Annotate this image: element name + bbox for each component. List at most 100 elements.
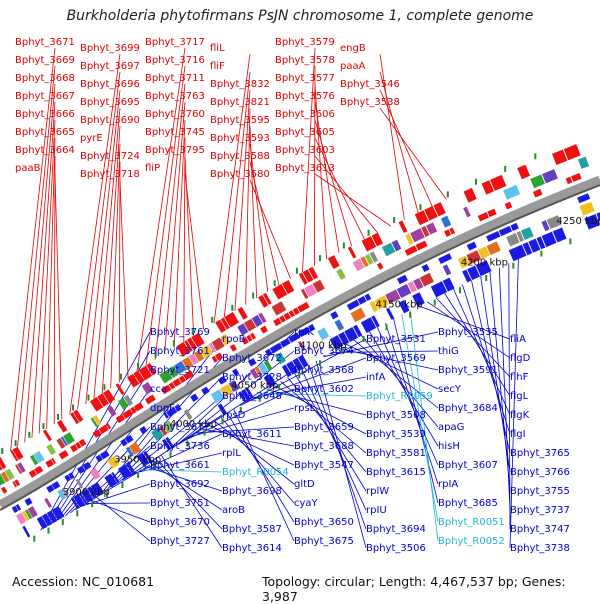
gene-label: rpIU: [366, 505, 387, 516]
gene-feature: [350, 308, 365, 322]
gene-feature: [190, 394, 198, 402]
gene-feature: [579, 202, 594, 216]
gene-label: Bphyt_3665: [15, 127, 75, 138]
leader-line: [120, 180, 128, 377]
gene-label: Bphyt_3595: [210, 115, 270, 126]
tick-mark: [137, 363, 139, 369]
gene-label: rplW: [366, 486, 389, 497]
gene-label: Bphyt_3538: [340, 97, 400, 108]
gene-label: Bphyt_3737: [510, 505, 570, 516]
gene-label: Bphyt_3727: [150, 536, 210, 547]
tick-mark: [1, 448, 3, 454]
leader-line: [54, 156, 55, 424]
tick-mark: [72, 404, 74, 410]
leader-line: [111, 144, 120, 388]
gene-label: Bphyt_3718: [80, 169, 140, 180]
accession-label: Accession:: [12, 574, 78, 589]
gene-feature: [443, 264, 452, 275]
tick-mark: [57, 414, 59, 420]
gene-label: Bphyt_3738: [510, 543, 570, 554]
gene-label: fliA: [510, 334, 526, 345]
gene-label: Bphyt_3711: [145, 73, 205, 84]
gene-feature: [564, 144, 581, 160]
leader-line: [47, 138, 55, 429]
gene-label: Bphyt_3539: [366, 429, 426, 440]
tick-mark: [91, 501, 93, 507]
gene-feature: [272, 301, 287, 315]
gene-label: Bphyt_3769: [150, 327, 210, 338]
tick-mark: [170, 451, 172, 457]
gene-label: rpsL: [294, 403, 316, 414]
gene-feature: [463, 207, 471, 218]
gene-feature: [139, 426, 147, 434]
gene-label: flgI: [510, 429, 526, 440]
gene-feature: [358, 296, 367, 305]
gene-feature: [422, 264, 430, 272]
gene-label: Bphyt_3613: [275, 163, 335, 174]
gene-label: flgD: [510, 353, 531, 364]
gene-label: fliP: [145, 163, 160, 174]
gene-label: Bphyt_3588: [210, 151, 270, 162]
gene-feature: [90, 468, 101, 480]
tick-mark: [319, 255, 321, 261]
leader-line: [250, 180, 291, 279]
leader-line: [55, 174, 62, 419]
gene-feature: [464, 188, 477, 203]
tick-mark: [447, 191, 449, 197]
gene-label: Bphyt_3832: [210, 79, 270, 90]
gene-label: secY: [438, 384, 462, 395]
gene-label: Bphyt_3697: [80, 61, 140, 72]
tick-mark: [368, 230, 370, 236]
gene-label: Bphyt_3765: [510, 448, 570, 459]
gene-label: aroB: [222, 505, 245, 516]
gene-feature: [377, 262, 383, 269]
tick-mark: [459, 287, 461, 293]
gene-feature: [297, 302, 309, 312]
gene-label: Bphyt_3576: [275, 91, 335, 102]
gene-feature: [330, 311, 338, 319]
gene-label: Bphyt_3690: [80, 115, 140, 126]
gene-feature: [487, 209, 496, 218]
gene-label: Bphyt_3587: [222, 524, 282, 535]
gene-feature: [542, 169, 558, 183]
gene-feature: [467, 242, 477, 251]
leader-line: [185, 174, 204, 330]
gene-label: flgK: [510, 410, 530, 421]
gene-label: Bphyt_3688: [294, 441, 354, 452]
leader-line: [315, 120, 352, 246]
gene-label: Bphyt_3694: [366, 524, 426, 535]
gene-feature: [571, 173, 581, 182]
tick-mark: [211, 317, 213, 323]
leader-line: [380, 108, 446, 199]
gene-feature: [46, 444, 56, 455]
gene-label: Bphyt_R0054: [222, 467, 289, 478]
gene-label: Bphyt_3535: [438, 327, 498, 338]
gene-label: Bphyt_R0052: [438, 536, 505, 547]
gene-feature: [44, 498, 52, 508]
gene-feature: [336, 268, 346, 279]
gene-feature: [530, 174, 545, 188]
gene-label: gltD: [294, 479, 315, 490]
gene-label: Bphyt_3761: [150, 346, 210, 357]
gene-label: Bphyt_3591: [438, 365, 498, 376]
tick-mark: [15, 440, 17, 446]
gene-label: flhF: [510, 372, 529, 383]
tick-mark: [87, 395, 89, 401]
gene-label: Bphyt_3766: [510, 467, 570, 478]
gene-label: Bphyt_3716: [145, 55, 205, 66]
tick-mark: [393, 217, 395, 223]
gene-label: Bphyt_3578: [275, 55, 335, 66]
gene-label: Bphyt_3760: [145, 109, 205, 120]
gene-label: rplL: [222, 448, 241, 459]
gene-label: thiG: [438, 346, 459, 357]
gene-label: Bphyt_3717: [145, 37, 205, 48]
gene-label: Bphyt_3721: [150, 365, 210, 376]
gene-feature: [348, 246, 356, 258]
gene-feature: [503, 185, 520, 200]
gene-label: Bphyt_3581: [366, 448, 426, 459]
gene-label: Bphyt_3508: [366, 410, 426, 421]
tick-mark: [231, 305, 233, 311]
accession-line: Accession: NC_010681: [12, 574, 154, 589]
gene-label: Bphyt_3611: [222, 429, 282, 440]
gene-label: Bphyt_3603: [275, 145, 335, 156]
